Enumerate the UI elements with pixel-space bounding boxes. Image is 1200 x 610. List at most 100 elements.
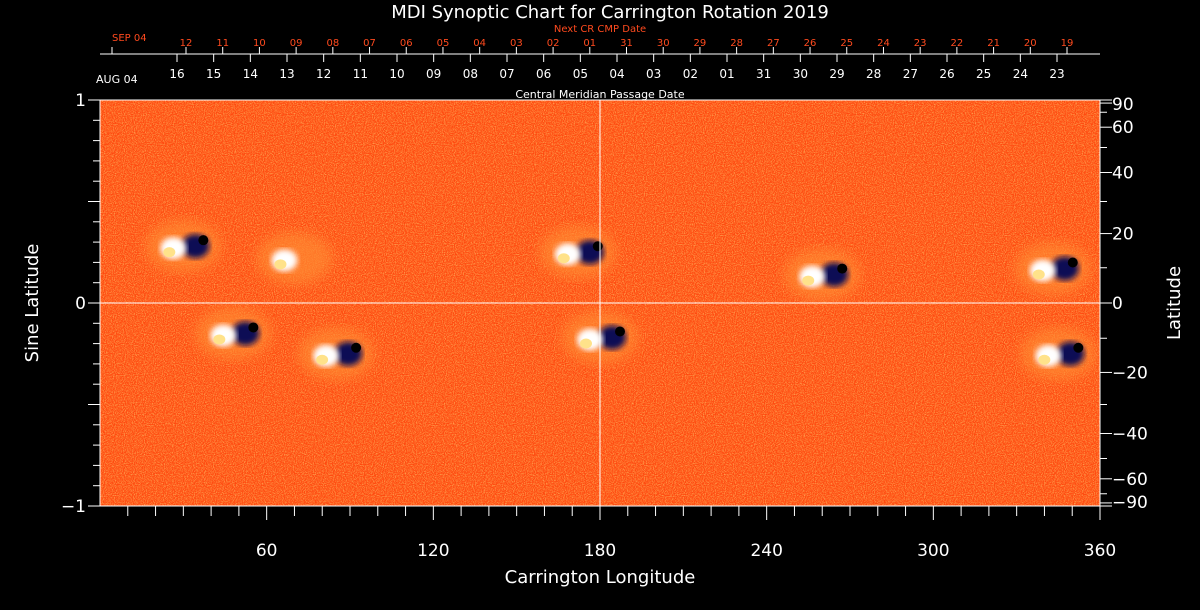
y-right-tick-label: 20 (1112, 225, 1134, 245)
top-upper-date-label: 28 (730, 38, 743, 49)
y-left-tick-label: −1 (61, 497, 86, 517)
y-right-tick-label: 0 (1112, 294, 1123, 314)
active-region (145, 220, 222, 273)
y-right-tick-label: −40 (1112, 424, 1148, 444)
x-axis-label: Carrington Longitude (505, 567, 696, 588)
negative-polarity-core (1073, 342, 1084, 353)
negative-polarity-core (615, 326, 625, 337)
top-upper-date-label: 31 (620, 38, 633, 49)
top-lower-date-label: 28 (866, 67, 881, 81)
active-region (1020, 327, 1097, 380)
top-lower-date-label: 04 (609, 67, 624, 81)
top-lower-date-label: 24 (1013, 67, 1028, 81)
top-upper-date-label: 05 (437, 38, 450, 49)
top-upper-date-label: 23 (914, 38, 927, 49)
y-right-tick-label: 90 (1112, 95, 1134, 115)
active-region (256, 232, 333, 285)
top-axis-next-cr-dates: 12 11 10 09 08 07 06 05 04 03 02 01 31 30 29 28 27 26 25 24… (111, 38, 1073, 54)
top-upper-date-label: 27 (767, 38, 780, 49)
x-tick-label: 240 (750, 541, 782, 561)
top-upper-date-label: 06 (400, 38, 413, 49)
negative-polarity-core (837, 263, 848, 274)
top-upper-date-label: 20 (1024, 38, 1037, 49)
y-axis-left: 1 0 −1 (61, 91, 100, 517)
top-lower-date-label: 10 (389, 67, 404, 81)
top-lower-date-label: 02 (683, 67, 698, 81)
top-lower-date-label: 25 (976, 67, 991, 81)
negative-polarity-core (592, 241, 603, 252)
top-upper-date-label: 12 (180, 38, 193, 49)
x-axis: 60 120 180 240 300 360 (127, 506, 1116, 561)
top-upper-date-label: 01 (583, 38, 596, 49)
active-region (539, 226, 616, 279)
top-lower-date-label: 27 (903, 67, 918, 81)
chart-title: MDI Synoptic Chart for Carrington Rotati… (391, 2, 829, 23)
top-lower-date-label: 14 (243, 67, 258, 81)
negative-polarity-core (198, 235, 209, 246)
y-right-tick-label: 60 (1112, 118, 1134, 138)
active-region (784, 248, 861, 301)
top-lower-date-label: 03 (646, 67, 661, 81)
active-regions (145, 220, 1097, 380)
top-lower-date-label: 09 (426, 67, 441, 81)
top-lower-date-label: 08 (463, 67, 478, 81)
top-upper-date-label: 02 (547, 38, 560, 49)
top-axis-upper-start-label: SEP 04 (112, 33, 147, 44)
top-lower-date-label: 12 (316, 67, 331, 81)
top-upper-date-label: 22 (951, 38, 964, 49)
top-lower-date-label: 26 (939, 67, 954, 81)
positive-polarity-halo (274, 259, 287, 270)
x-tick-label: 180 (584, 541, 616, 561)
top-upper-date-label: 25 (840, 38, 853, 49)
top-upper-date-label: 07 (363, 38, 376, 49)
magnetogram-plot-area (100, 100, 1100, 506)
top-upper-date-label: 29 (694, 38, 707, 49)
y-left-tick-label: 0 (75, 294, 86, 314)
x-tick-label: 60 (256, 541, 278, 561)
top-upper-date-label: 21 (987, 38, 1000, 49)
top-lower-date-label: 29 (829, 67, 844, 81)
top-lower-date-label: 30 (793, 67, 808, 81)
y-axis-right: 90 60 40 20 0 −20 −40 −60 −90 (1100, 95, 1148, 513)
top-axis-lower-title: Central Meridian Passage Date (515, 88, 684, 101)
top-axis-cmp-dates: 16 15 14 13 12 11 10 09 08 07 06 05 04 03 02 01 31 30 29 28… (169, 54, 1065, 81)
top-upper-date-label: 24 (877, 38, 890, 49)
top-upper-date-label: 26 (804, 38, 817, 49)
y-axis-left-label: Sine Latitude (22, 244, 43, 363)
top-lower-date-label: 11 (353, 67, 368, 81)
positive-polarity-halo (163, 247, 176, 258)
positive-polarity-halo (580, 338, 592, 349)
y-axis-right-label: Latitude (1164, 266, 1185, 340)
y-right-tick-label: 40 (1112, 164, 1134, 184)
active-region (195, 307, 272, 360)
y-left-tick-label: 1 (75, 91, 86, 111)
top-lower-date-label: 01 (719, 67, 734, 81)
x-tick-label: 300 (917, 541, 949, 561)
top-lower-date-label: 07 (499, 67, 514, 81)
top-upper-date-label: 10 (253, 38, 266, 49)
top-lower-date-label: 31 (756, 67, 771, 81)
negative-polarity-core (351, 342, 362, 353)
top-axis-upper-title: Next CR CMP Date (554, 24, 646, 35)
top-lower-date-label: 16 (169, 67, 184, 81)
positive-polarity-halo (316, 354, 329, 365)
top-upper-date-label: 04 (473, 38, 486, 49)
top-lower-date-label: 05 (573, 67, 588, 81)
top-upper-date-label: 03 (510, 38, 523, 49)
y-right-tick-label: −20 (1112, 363, 1148, 383)
negative-polarity-core (1067, 257, 1078, 268)
top-lower-date-label: 15 (206, 67, 221, 81)
top-upper-date-label: 11 (216, 38, 229, 49)
positive-polarity-halo (1038, 354, 1051, 365)
top-lower-date-label: 06 (536, 67, 551, 81)
top-upper-date-label: 09 (290, 38, 303, 49)
top-lower-date-label: 13 (279, 67, 294, 81)
positive-polarity-halo (802, 275, 815, 286)
y-right-tick-label: −60 (1112, 470, 1148, 490)
top-upper-date-label: 08 (326, 38, 339, 49)
top-upper-date-label: 30 (657, 38, 670, 49)
x-tick-label: 120 (417, 541, 449, 561)
positive-polarity-halo (213, 334, 226, 345)
y-right-tick-label: −90 (1112, 493, 1148, 513)
